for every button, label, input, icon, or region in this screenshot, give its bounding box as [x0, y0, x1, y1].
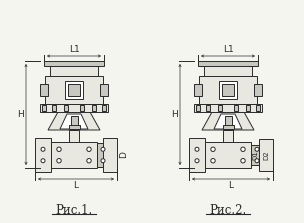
- Circle shape: [195, 159, 199, 163]
- Bar: [80, 105, 84, 111]
- Bar: [189, 138, 205, 172]
- Bar: [223, 125, 233, 129]
- Bar: [44, 61, 104, 66]
- Bar: [246, 105, 250, 111]
- Text: Рис.2.: Рис.2.: [209, 204, 247, 217]
- Polygon shape: [202, 112, 254, 130]
- Bar: [100, 84, 108, 96]
- Bar: [40, 104, 108, 112]
- Circle shape: [87, 147, 91, 151]
- Bar: [199, 76, 257, 104]
- Circle shape: [211, 147, 215, 151]
- Bar: [35, 138, 51, 172]
- Bar: [45, 76, 103, 104]
- Bar: [223, 130, 233, 142]
- Text: Рис.1.: Рис.1.: [55, 204, 93, 217]
- Bar: [71, 116, 78, 129]
- Bar: [64, 105, 68, 111]
- Polygon shape: [60, 114, 88, 129]
- Circle shape: [41, 159, 45, 163]
- Bar: [65, 81, 83, 99]
- Bar: [68, 84, 80, 96]
- Bar: [198, 61, 258, 66]
- Bar: [204, 66, 252, 76]
- Bar: [256, 105, 260, 111]
- Bar: [254, 84, 262, 96]
- Circle shape: [255, 159, 259, 163]
- Text: D1: D1: [252, 150, 258, 160]
- Text: H: H: [171, 110, 178, 119]
- Bar: [194, 104, 262, 112]
- Bar: [42, 105, 46, 111]
- Circle shape: [211, 159, 215, 163]
- Text: H: H: [17, 110, 24, 119]
- Bar: [103, 138, 117, 172]
- Bar: [92, 105, 96, 111]
- Bar: [69, 130, 79, 142]
- Circle shape: [57, 159, 61, 163]
- Text: L: L: [229, 181, 233, 190]
- Circle shape: [101, 147, 105, 151]
- Bar: [205, 143, 211, 167]
- Circle shape: [57, 147, 61, 151]
- Circle shape: [41, 147, 45, 151]
- Text: L1: L1: [69, 45, 79, 54]
- Text: D2: D2: [263, 150, 269, 160]
- Bar: [97, 143, 103, 167]
- Circle shape: [87, 159, 91, 163]
- Circle shape: [195, 147, 199, 151]
- Text: D: D: [119, 152, 128, 158]
- Bar: [50, 66, 98, 76]
- Bar: [224, 116, 232, 129]
- Text: L1: L1: [223, 45, 233, 54]
- Bar: [205, 142, 251, 168]
- Bar: [218, 105, 222, 111]
- Bar: [259, 139, 273, 171]
- Text: L: L: [74, 181, 78, 190]
- Polygon shape: [214, 114, 242, 129]
- Bar: [102, 105, 106, 111]
- Bar: [51, 142, 97, 168]
- Circle shape: [101, 159, 105, 163]
- Bar: [40, 84, 48, 96]
- Bar: [251, 145, 259, 165]
- Bar: [194, 84, 202, 96]
- Circle shape: [241, 159, 245, 163]
- Bar: [68, 125, 80, 129]
- Bar: [222, 84, 234, 96]
- Bar: [196, 105, 200, 111]
- Bar: [219, 81, 237, 99]
- Bar: [206, 105, 210, 111]
- Circle shape: [255, 147, 259, 151]
- Bar: [51, 143, 57, 167]
- Polygon shape: [48, 112, 100, 130]
- Circle shape: [241, 147, 245, 151]
- Bar: [52, 105, 56, 111]
- Bar: [234, 105, 238, 111]
